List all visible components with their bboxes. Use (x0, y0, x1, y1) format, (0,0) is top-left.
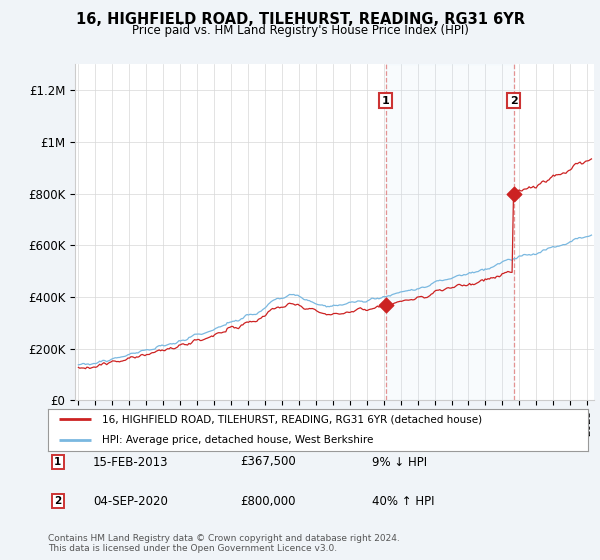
Text: 40% ↑ HPI: 40% ↑ HPI (372, 494, 434, 508)
Text: 04-SEP-2020: 04-SEP-2020 (93, 494, 168, 508)
Text: 15-FEB-2013: 15-FEB-2013 (93, 455, 169, 469)
Text: 1: 1 (54, 457, 61, 467)
Text: 16, HIGHFIELD ROAD, TILEHURST, READING, RG31 6YR (detached house): 16, HIGHFIELD ROAD, TILEHURST, READING, … (102, 414, 482, 424)
Text: 2: 2 (54, 496, 61, 506)
Point (509, 189, 518, 198)
Text: 16, HIGHFIELD ROAD, TILEHURST, READING, RG31 6YR: 16, HIGHFIELD ROAD, TILEHURST, READING, … (76, 12, 524, 27)
Bar (386, 64, 514, 400)
Text: £367,500: £367,500 (240, 455, 296, 469)
Text: Price paid vs. HM Land Registry's House Price Index (HPI): Price paid vs. HM Land Registry's House … (131, 24, 469, 36)
Text: 9% ↓ HPI: 9% ↓ HPI (372, 455, 427, 469)
Text: 2: 2 (510, 96, 518, 106)
Text: 1: 1 (382, 96, 389, 106)
Text: HPI: Average price, detached house, West Berkshire: HPI: Average price, detached house, West… (102, 435, 373, 445)
Text: Contains HM Land Registry data © Crown copyright and database right 2024.
This d: Contains HM Land Registry data © Crown c… (48, 534, 400, 553)
Text: £800,000: £800,000 (240, 494, 296, 508)
Point (381, 301, 391, 310)
